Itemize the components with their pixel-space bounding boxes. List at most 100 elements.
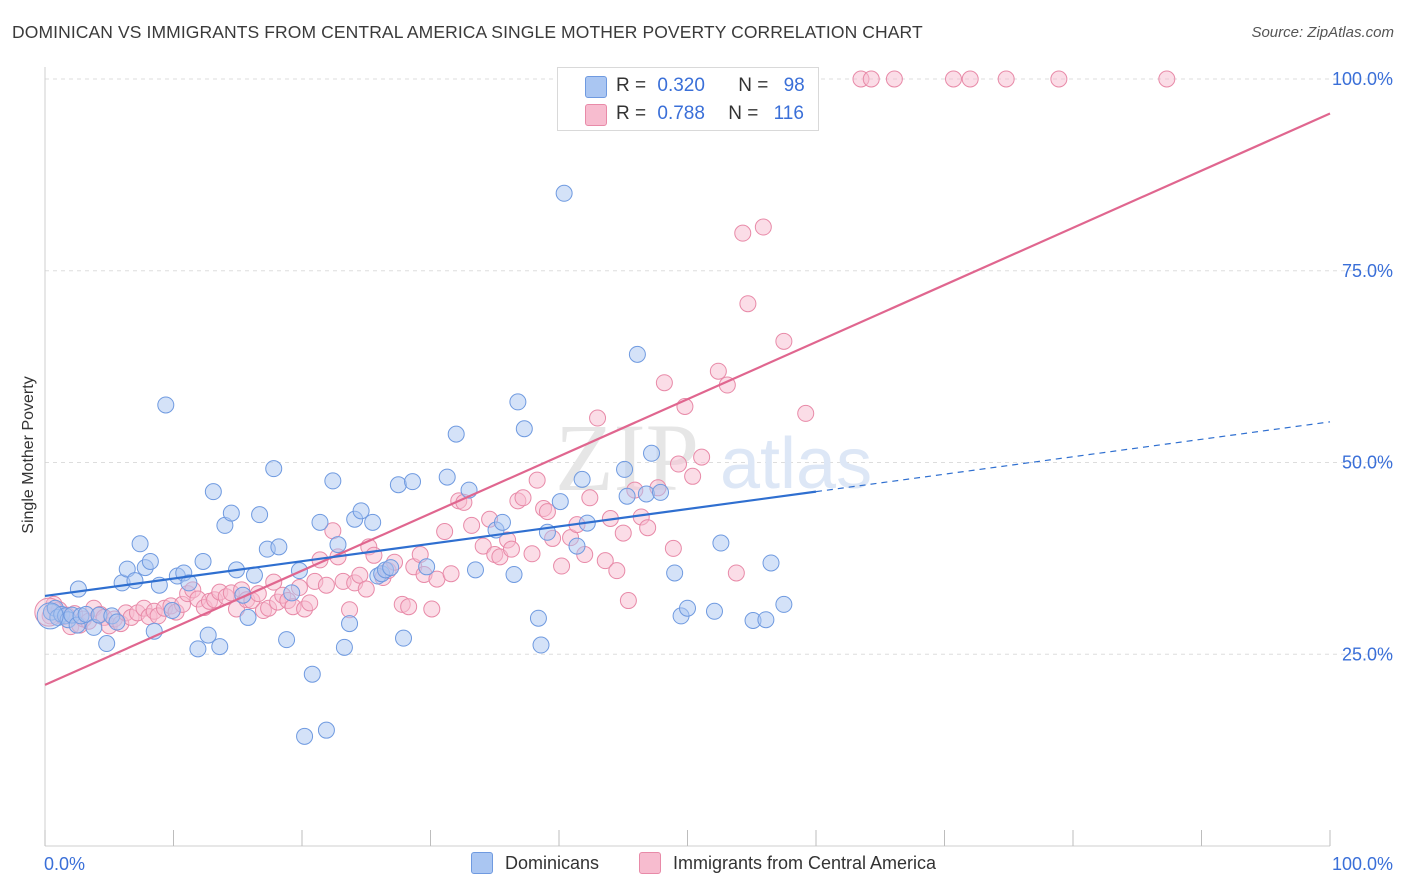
legend-r-value: 0.320 [657, 75, 705, 96]
x-tick-label: 100.0% [1332, 854, 1393, 874]
point-dominicans [283, 584, 301, 602]
point-dominicans [637, 485, 655, 503]
point-central-america [961, 70, 979, 88]
point-dominicans [194, 552, 212, 570]
point-dominicans [189, 640, 207, 658]
point-dominicans [395, 629, 413, 647]
point-dominicans [509, 393, 527, 411]
point-dominicans [108, 613, 126, 631]
point-dominicans [270, 538, 288, 556]
point-central-america [739, 295, 757, 313]
point-dominicans [529, 609, 547, 627]
point-dominicans [652, 483, 670, 501]
point-central-america [885, 70, 903, 88]
legend-label-central-america: Immigrants from Central America [673, 852, 937, 873]
point-dominicans [341, 615, 359, 633]
legend-swatch-dominicans [585, 76, 607, 98]
point-dominicans [324, 472, 342, 490]
point-dominicans [679, 599, 696, 617]
point-dominicans [418, 558, 436, 576]
y-tick-label: 50.0% [1342, 453, 1393, 473]
point-central-america [502, 540, 520, 558]
legend-label-dominicans: Dominicans [505, 852, 600, 873]
point-central-america [754, 218, 772, 236]
point-central-america [317, 576, 335, 594]
y-tick-label: 100.0% [1332, 69, 1393, 89]
point-central-america [538, 503, 556, 521]
point-dominicans [141, 552, 159, 570]
point-central-america [608, 562, 626, 580]
point-dominicans [311, 513, 329, 531]
legend-swatch-central-america [639, 852, 661, 874]
point-central-america [709, 362, 727, 380]
point-dominicans [555, 184, 573, 202]
point-dominicans [447, 425, 465, 443]
point-central-america [1158, 70, 1176, 88]
point-dominicans [36, 602, 64, 630]
point-central-america [775, 332, 793, 350]
point-dominicans [126, 572, 144, 590]
point-dominicans [712, 534, 730, 552]
point-dominicans [364, 513, 382, 531]
legend-r-value: 0.788 [657, 103, 705, 124]
point-dominicans [757, 611, 775, 629]
watermark-atlas: atlas [720, 424, 872, 504]
trend-line-dominicans [44, 490, 817, 598]
source-credit: Source: ZipAtlas.com [1251, 24, 1394, 41]
point-dominicans [515, 420, 533, 438]
legend-swatch-central-america [585, 104, 607, 126]
correlation-legend: R = 0.320 N = 98 R = 0.788 N = 116 [557, 67, 819, 131]
point-dominicans [222, 504, 240, 522]
point-dominicans [616, 460, 634, 478]
legend-n-label: N = [728, 103, 759, 124]
point-central-america [400, 598, 418, 616]
point-dominicans [335, 638, 353, 656]
legend-n-value: 98 [783, 75, 805, 96]
point-central-america [684, 467, 702, 485]
point-central-america [997, 70, 1015, 88]
legend-item-central-america: Immigrants from Central America [639, 852, 936, 874]
point-dominicans [705, 602, 723, 620]
point-dominicans [618, 487, 636, 505]
legend-r-label: R = [616, 75, 647, 96]
point-dominicans [628, 345, 646, 363]
legend-item-dominicans: Dominicans [471, 852, 599, 874]
point-central-america [423, 600, 441, 618]
point-dominicans [532, 636, 550, 654]
point-dominicans [303, 665, 321, 683]
point-central-america [619, 592, 637, 610]
point-dominicans [251, 506, 269, 524]
point-central-america [589, 409, 607, 427]
point-dominicans [180, 574, 198, 592]
legend-swatch-dominicans [471, 852, 493, 874]
point-dominicans [163, 602, 181, 620]
point-central-america [528, 471, 546, 489]
point-dominicans [265, 460, 283, 478]
point-central-america [727, 564, 745, 582]
point-central-america [523, 545, 541, 563]
point-dominicans [131, 535, 149, 553]
point-central-america [862, 70, 880, 88]
point-dominicans [551, 493, 569, 511]
tick-labels: 25.0% 50.0% 75.0% 100.0% 0.0% 100.0% [44, 69, 1393, 874]
series-legend: Dominicans Immigrants from Central Ameri… [0, 852, 1406, 878]
legend-n-label: N = [738, 75, 769, 96]
point-dominicans [278, 631, 296, 649]
point-central-america [596, 552, 614, 570]
point-dominicans [69, 580, 87, 598]
point-dominicans [573, 470, 591, 488]
point-dominicans [505, 565, 523, 583]
point-central-america [734, 224, 752, 242]
point-dominicans [199, 626, 217, 644]
point-central-america [655, 374, 673, 392]
point-central-america [301, 594, 319, 612]
trend-lines [44, 112, 1331, 686]
point-dominicans [389, 476, 407, 494]
legend-r-label: R = [616, 103, 647, 124]
point-central-america [357, 580, 375, 598]
y-tick-label: 25.0% [1342, 644, 1393, 664]
point-central-america [944, 70, 962, 88]
point-dominicans [296, 727, 314, 745]
trend-line-dominicans-extension [815, 421, 1331, 493]
point-dominicans [211, 638, 229, 656]
